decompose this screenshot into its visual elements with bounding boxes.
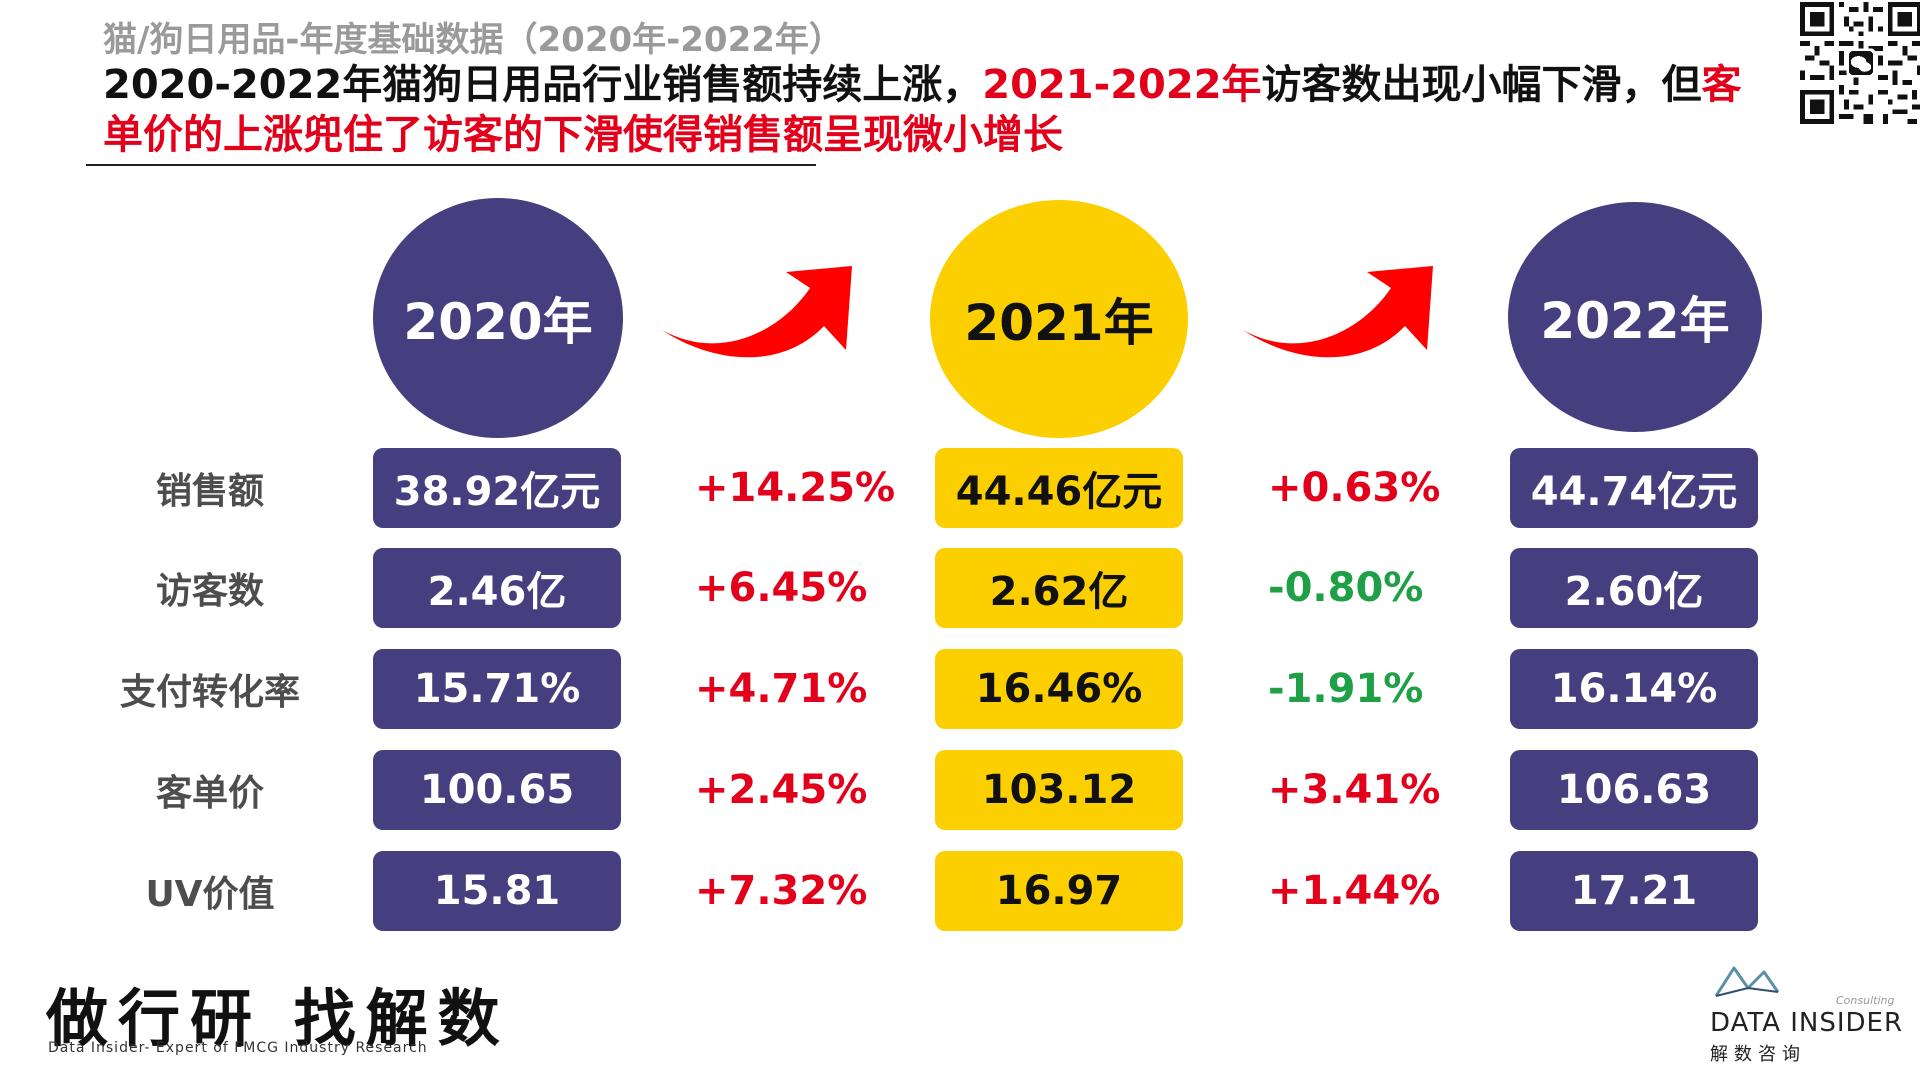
change-2022-visitors: -0.80%	[1268, 565, 1424, 611]
brand-name: DATA INSIDER	[1710, 1008, 1904, 1038]
year-circle-2021: 2021年	[930, 200, 1188, 438]
value-2022-avg-order: 106.63	[1510, 750, 1758, 830]
change-2021-uv-value: +7.32%	[695, 868, 868, 914]
row-label-uv-value: UV价值	[145, 874, 275, 915]
value-2020-sales: 38.92亿元	[373, 448, 621, 528]
value-2022-uv-value: 17.21	[1510, 851, 1758, 931]
change-2022-avg-order: +3.41%	[1268, 767, 1441, 813]
value-2021-sales: 44.46亿元	[935, 448, 1183, 528]
row-label-sales: 销售额	[155, 471, 264, 512]
footer-slogan: 做行研 找解数	[46, 982, 510, 1055]
page-headline: 2020-2022年猫狗日用品行业销售额持续上涨，2021-2022年访客数出现…	[103, 60, 1743, 160]
growth-arrow-icon	[1243, 266, 1433, 358]
value-2021-uv-value: 16.97	[935, 851, 1183, 931]
qr-code-icon	[1800, 2, 1920, 124]
change-2022-conversion: -1.91%	[1268, 666, 1424, 712]
footer-slogan-en: Data Insider- Expert of FMCG Industry Re…	[48, 1040, 428, 1056]
headline-part-3: 访客数出现小幅下滑，但	[1261, 62, 1702, 108]
page-subtitle: 猫/狗日用品-年度基础数据（2020年-2022年）	[103, 20, 843, 60]
change-2021-avg-order: +2.45%	[695, 767, 868, 813]
brand-name-cn: 解数咨询	[1710, 1044, 1806, 1065]
row-label-avg-order: 客单价	[155, 773, 264, 814]
value-2021-avg-order: 103.12	[935, 750, 1183, 830]
year-circle-2020: 2020年	[373, 198, 623, 438]
value-2020-avg-order: 100.65	[373, 750, 621, 830]
value-2020-conversion: 15.71%	[373, 649, 621, 729]
value-2020-visitors: 2.46亿	[373, 548, 621, 628]
value-2020-uv-value: 15.81	[373, 851, 621, 931]
headline-part-1: 2020-2022年猫狗日用品行业销售额持续上涨，	[103, 62, 983, 108]
brand-tagline: Consulting	[1836, 994, 1895, 1007]
change-2021-conversion: +4.71%	[695, 666, 868, 712]
headline-part-2: 2021-2022年	[982, 62, 1262, 108]
value-2022-sales: 44.74亿元	[1510, 448, 1758, 528]
value-2021-conversion: 16.46%	[935, 649, 1183, 729]
headline-underline	[86, 164, 816, 166]
value-2022-visitors: 2.60亿	[1510, 548, 1758, 628]
growth-arrow-icon	[662, 266, 852, 358]
change-2021-sales: +14.25%	[695, 465, 896, 511]
row-label-conversion: 支付转化率	[119, 672, 300, 713]
value-2021-visitors: 2.62亿	[935, 548, 1183, 628]
row-label-visitors: 访客数	[155, 571, 264, 612]
value-2022-conversion: 16.14%	[1510, 649, 1758, 729]
year-circle-2022: 2022年	[1508, 202, 1762, 432]
change-2022-uv-value: +1.44%	[1268, 868, 1441, 914]
change-2022-sales: +0.63%	[1268, 465, 1441, 511]
headline-part-4: 客单价的上涨兜住了访客的下滑使得销售额呈现微小增长	[103, 62, 1742, 158]
data-insider-logo-icon	[1714, 966, 1780, 997]
change-2021-visitors: +6.45%	[695, 565, 868, 611]
